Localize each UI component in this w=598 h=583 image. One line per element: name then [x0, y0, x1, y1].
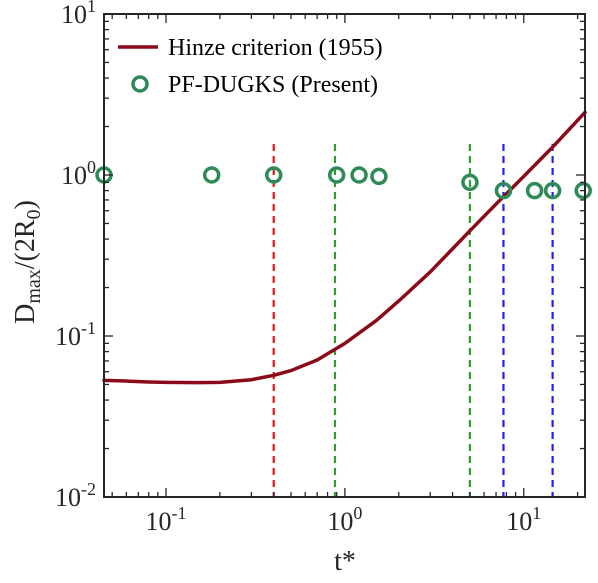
plot-area	[95, 110, 592, 497]
data-point-6	[461, 173, 479, 192]
data-point-2	[264, 166, 283, 184]
data-point-4	[350, 166, 368, 184]
legend-entry-pfdugks: PF-DUGKS (Present)	[168, 72, 378, 98]
y-tick-label-3: 101	[61, 0, 96, 29]
x-tick-label-1: 100	[327, 503, 362, 536]
y-tick-label-2: 100	[61, 157, 96, 190]
data-point-7	[494, 181, 513, 200]
legend-entry-hinze: Hinze criterion (1955)	[168, 35, 383, 61]
data-point-10	[574, 181, 592, 200]
legend-marker-swatch	[131, 75, 149, 93]
y-axis-label: Dmax/(2R0)	[10, 200, 45, 324]
y-label-base: D	[10, 304, 41, 324]
y-tick-label-0: 10-2	[55, 479, 96, 512]
reference-lines	[272, 144, 554, 497]
y-label-sub-zero: 0	[23, 209, 45, 219]
tick-labels: 10-1 100 101 10-2 10-1 100 101	[55, 0, 541, 536]
x-tick-label-0: 10-1	[146, 503, 187, 536]
x-tick-label-2: 101	[506, 503, 541, 536]
data-point-1	[202, 166, 221, 184]
y-label-end: )	[10, 200, 41, 209]
series-layer	[95, 110, 592, 385]
y-label-mid: /(2R	[10, 219, 41, 269]
data-point-9	[543, 181, 562, 200]
x-axis-label: t*	[334, 546, 356, 577]
data-point-3	[327, 166, 346, 184]
data-point-8	[525, 181, 544, 200]
y-tick-label-1: 10-1	[55, 318, 96, 351]
legend: Hinze criterion (1955) PF-DUGKS (Present…	[118, 35, 383, 98]
ticks	[104, 13, 585, 498]
data-point-5	[370, 167, 388, 186]
y-label-sub-max: max	[23, 269, 45, 303]
series-line-hinze	[102, 110, 587, 385]
